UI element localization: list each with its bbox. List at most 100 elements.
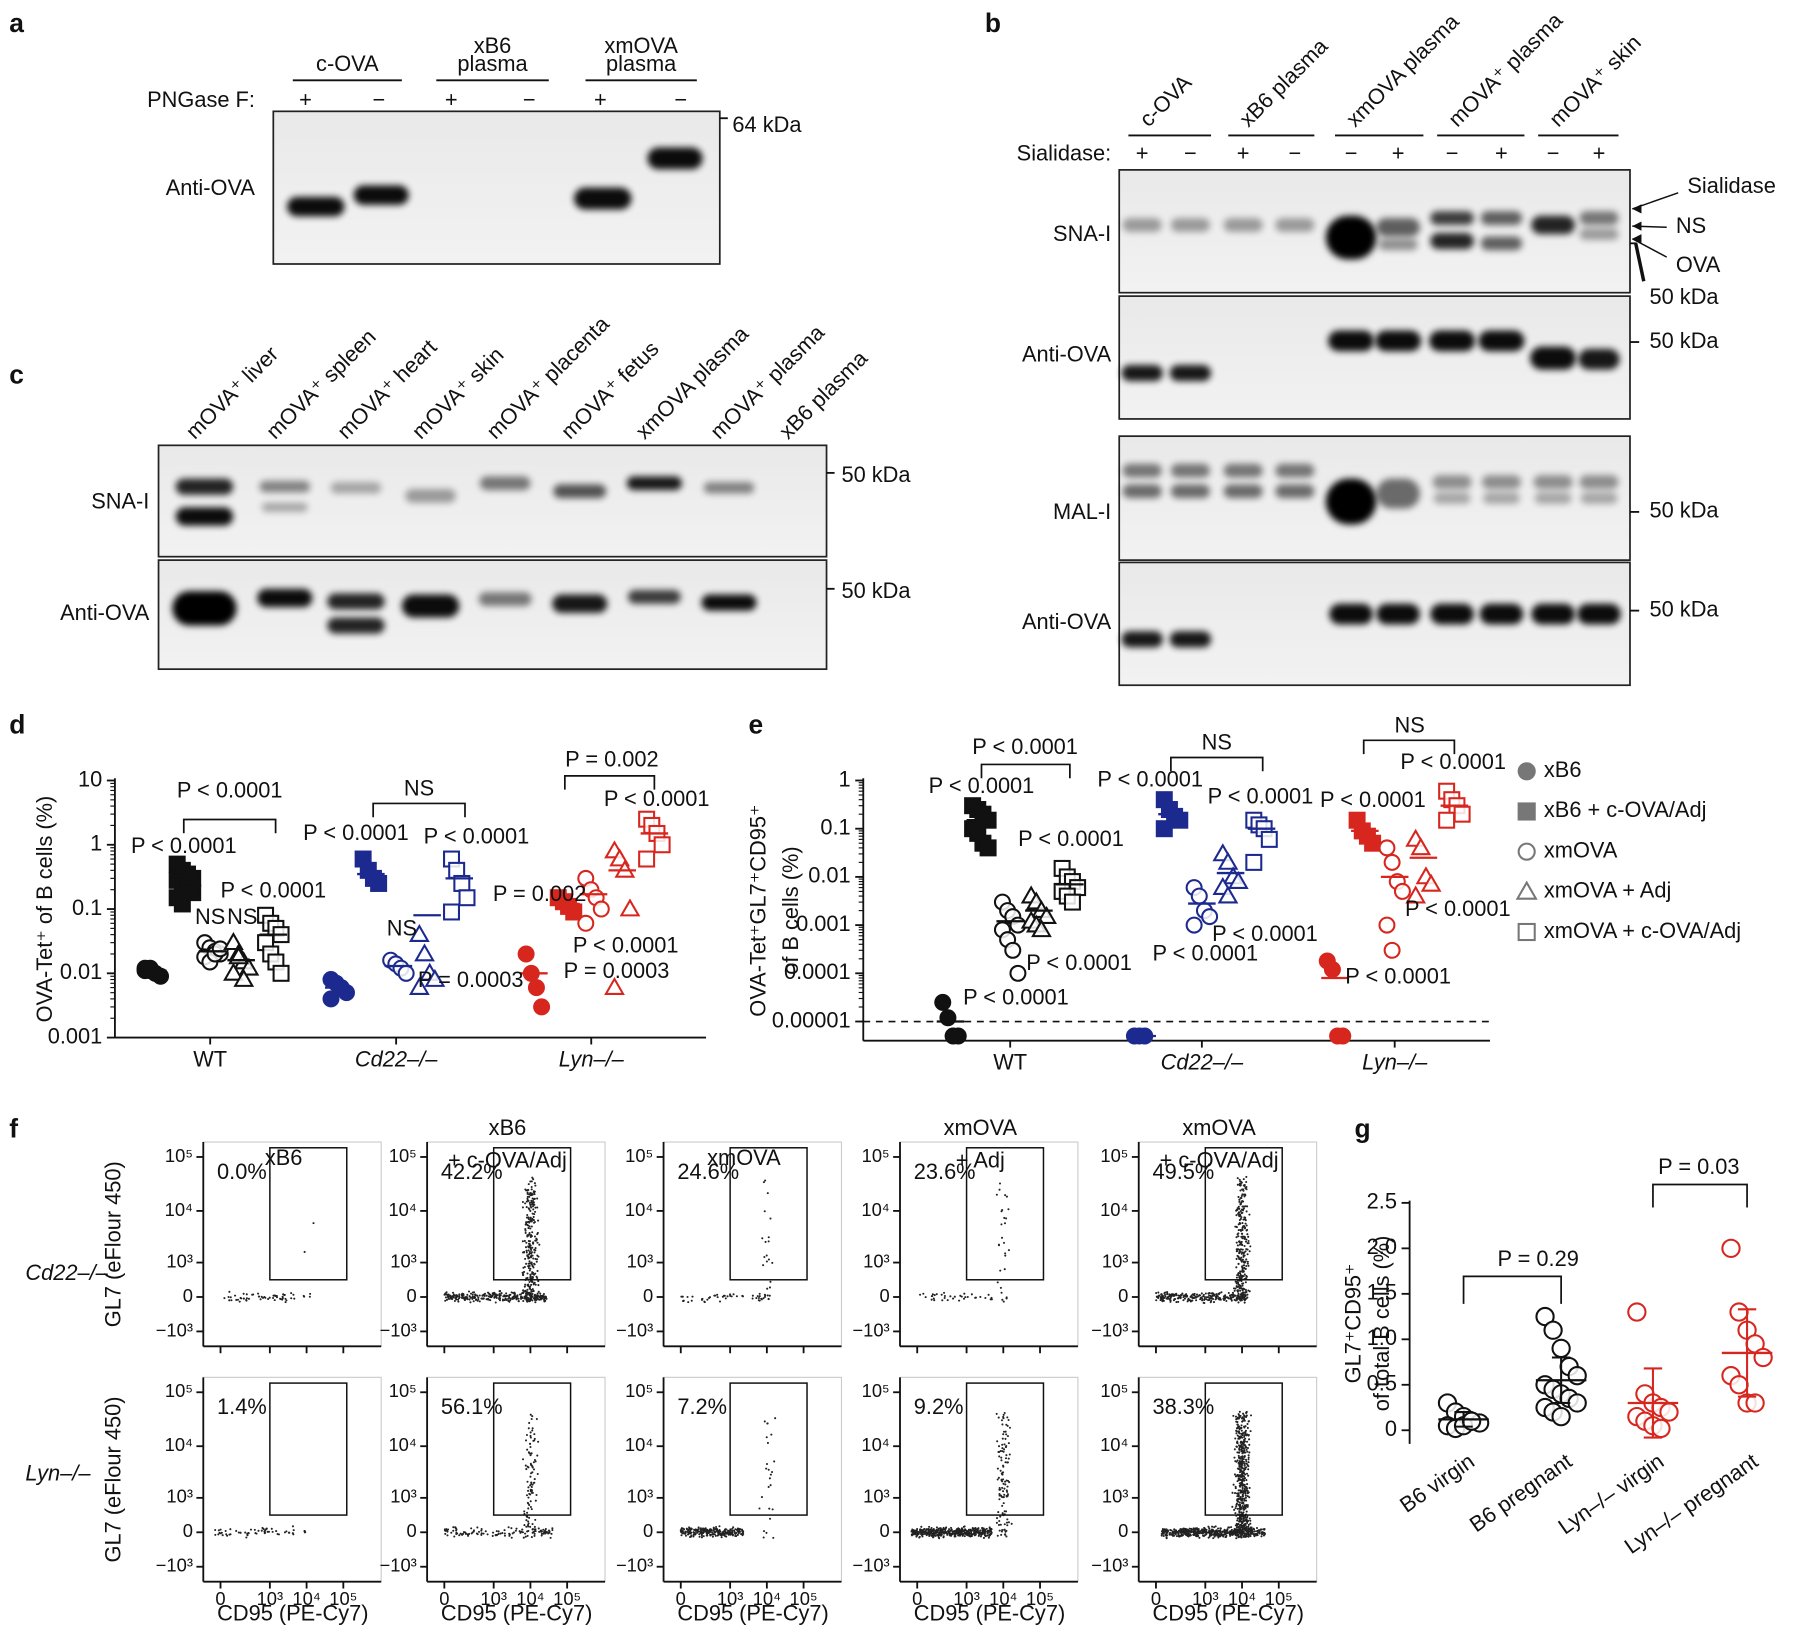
y-tick-label: 2.5 [1367, 1189, 1397, 1214]
event-dot [729, 1529, 731, 1531]
event-dot [1239, 1270, 1241, 1272]
event-dot [524, 1290, 526, 1292]
event-dot [1237, 1417, 1239, 1419]
event-dot [527, 1285, 529, 1287]
event-dot [480, 1534, 482, 1536]
event-dot [1180, 1530, 1182, 1532]
arrow-head [1632, 204, 1641, 213]
event-dot [999, 1270, 1001, 1272]
point [1660, 1403, 1677, 1420]
band [331, 482, 382, 493]
event-dot [1237, 1298, 1239, 1300]
event-dot [983, 1532, 985, 1534]
band [704, 482, 755, 493]
event-dot [1262, 1528, 1264, 1530]
point [1730, 1303, 1747, 1320]
event-dot [952, 1530, 954, 1532]
y-tick-label: 0 [407, 1520, 417, 1541]
event-dot [984, 1530, 986, 1532]
event-dot [1243, 1535, 1245, 1537]
event-dot [1244, 1238, 1246, 1240]
event-dot [529, 1251, 531, 1253]
band [327, 618, 384, 634]
event-dot [1242, 1446, 1244, 1448]
event-dot [701, 1536, 703, 1538]
event-dot [234, 1295, 236, 1297]
event-dot [936, 1293, 938, 1295]
event-dot [703, 1535, 705, 1537]
event-dot [1161, 1297, 1163, 1299]
event-dot [1239, 1411, 1241, 1413]
y-tick-label: 10⁴ [625, 1434, 653, 1455]
event-dot [1248, 1456, 1250, 1458]
event-dot [1245, 1489, 1247, 1491]
event-dot [1251, 1531, 1253, 1533]
event-dot [529, 1476, 531, 1478]
event-dot [972, 1527, 974, 1529]
event-dot [533, 1216, 535, 1218]
event-dot [478, 1531, 480, 1533]
event-dot [533, 1295, 535, 1297]
event-dot [933, 1298, 935, 1300]
event-dot [1003, 1301, 1005, 1303]
event-dot [929, 1530, 931, 1532]
event-dot [1237, 1301, 1239, 1303]
event-dot [1244, 1504, 1246, 1506]
band [1376, 479, 1420, 509]
event-dot [523, 1510, 525, 1512]
event-dot [1241, 1189, 1243, 1191]
event-dot [525, 1439, 527, 1441]
event-dot [1155, 1292, 1157, 1294]
event-dot [1237, 1196, 1239, 1198]
event-dot [1188, 1535, 1190, 1537]
y-tick-label: −10³ [616, 1555, 653, 1576]
event-dot [1248, 1461, 1250, 1463]
event-dot [948, 1528, 950, 1530]
event-dot [701, 1298, 703, 1300]
y-axis-label: OVA-Tet⁺ of B cells (%) [32, 796, 57, 1023]
event-dot [1238, 1457, 1240, 1459]
event-dot [284, 1531, 286, 1533]
event-dot [988, 1535, 990, 1537]
x-axis-label: CD95 (PE-Cy7) [677, 1601, 828, 1626]
band [1275, 484, 1314, 498]
column-title: xB6 [489, 1115, 527, 1140]
event-dot [767, 1192, 769, 1194]
annotation: P < 0.0001 [1320, 787, 1426, 812]
band [1171, 464, 1210, 478]
point [1455, 807, 1470, 822]
event-dot [1248, 1240, 1250, 1242]
event-dot [1245, 1258, 1247, 1260]
legend-label: xB6 [1544, 757, 1582, 782]
event-dot [1208, 1529, 1210, 1531]
event-dot [454, 1526, 456, 1528]
annotation: P < 0.0001 [1097, 766, 1203, 791]
event-dot [526, 1251, 528, 1253]
event-dot [931, 1299, 933, 1301]
event-dot [461, 1293, 463, 1295]
x-tick-label: WT [993, 1049, 1027, 1074]
event-dot [1004, 1194, 1006, 1196]
y-tick-label: 0 [1118, 1285, 1128, 1306]
event-dot [772, 1508, 774, 1510]
y-tick-label: 10⁴ [388, 1434, 416, 1455]
event-dot [998, 1244, 1000, 1246]
event-dot [1237, 1295, 1239, 1297]
event-dot [1244, 1425, 1246, 1427]
event-dot [1240, 1218, 1242, 1220]
x-tick-label: Lyn–/– [1362, 1049, 1428, 1074]
event-dot [1213, 1301, 1215, 1303]
lane-label: mOVA⁺ placenta [481, 311, 614, 444]
event-dot [532, 1242, 534, 1244]
event-dot [1000, 1223, 1002, 1225]
event-dot [1244, 1273, 1246, 1275]
event-dot [717, 1531, 719, 1533]
band [1376, 218, 1420, 236]
size-marker: 50 kDa [841, 578, 911, 603]
y-tick-label: 10⁵ [862, 1145, 890, 1166]
event-dot [1240, 1444, 1242, 1446]
event-dot [466, 1294, 468, 1296]
treatment-sign: − [1446, 141, 1459, 166]
event-dot [523, 1537, 525, 1539]
event-dot [522, 1274, 524, 1276]
